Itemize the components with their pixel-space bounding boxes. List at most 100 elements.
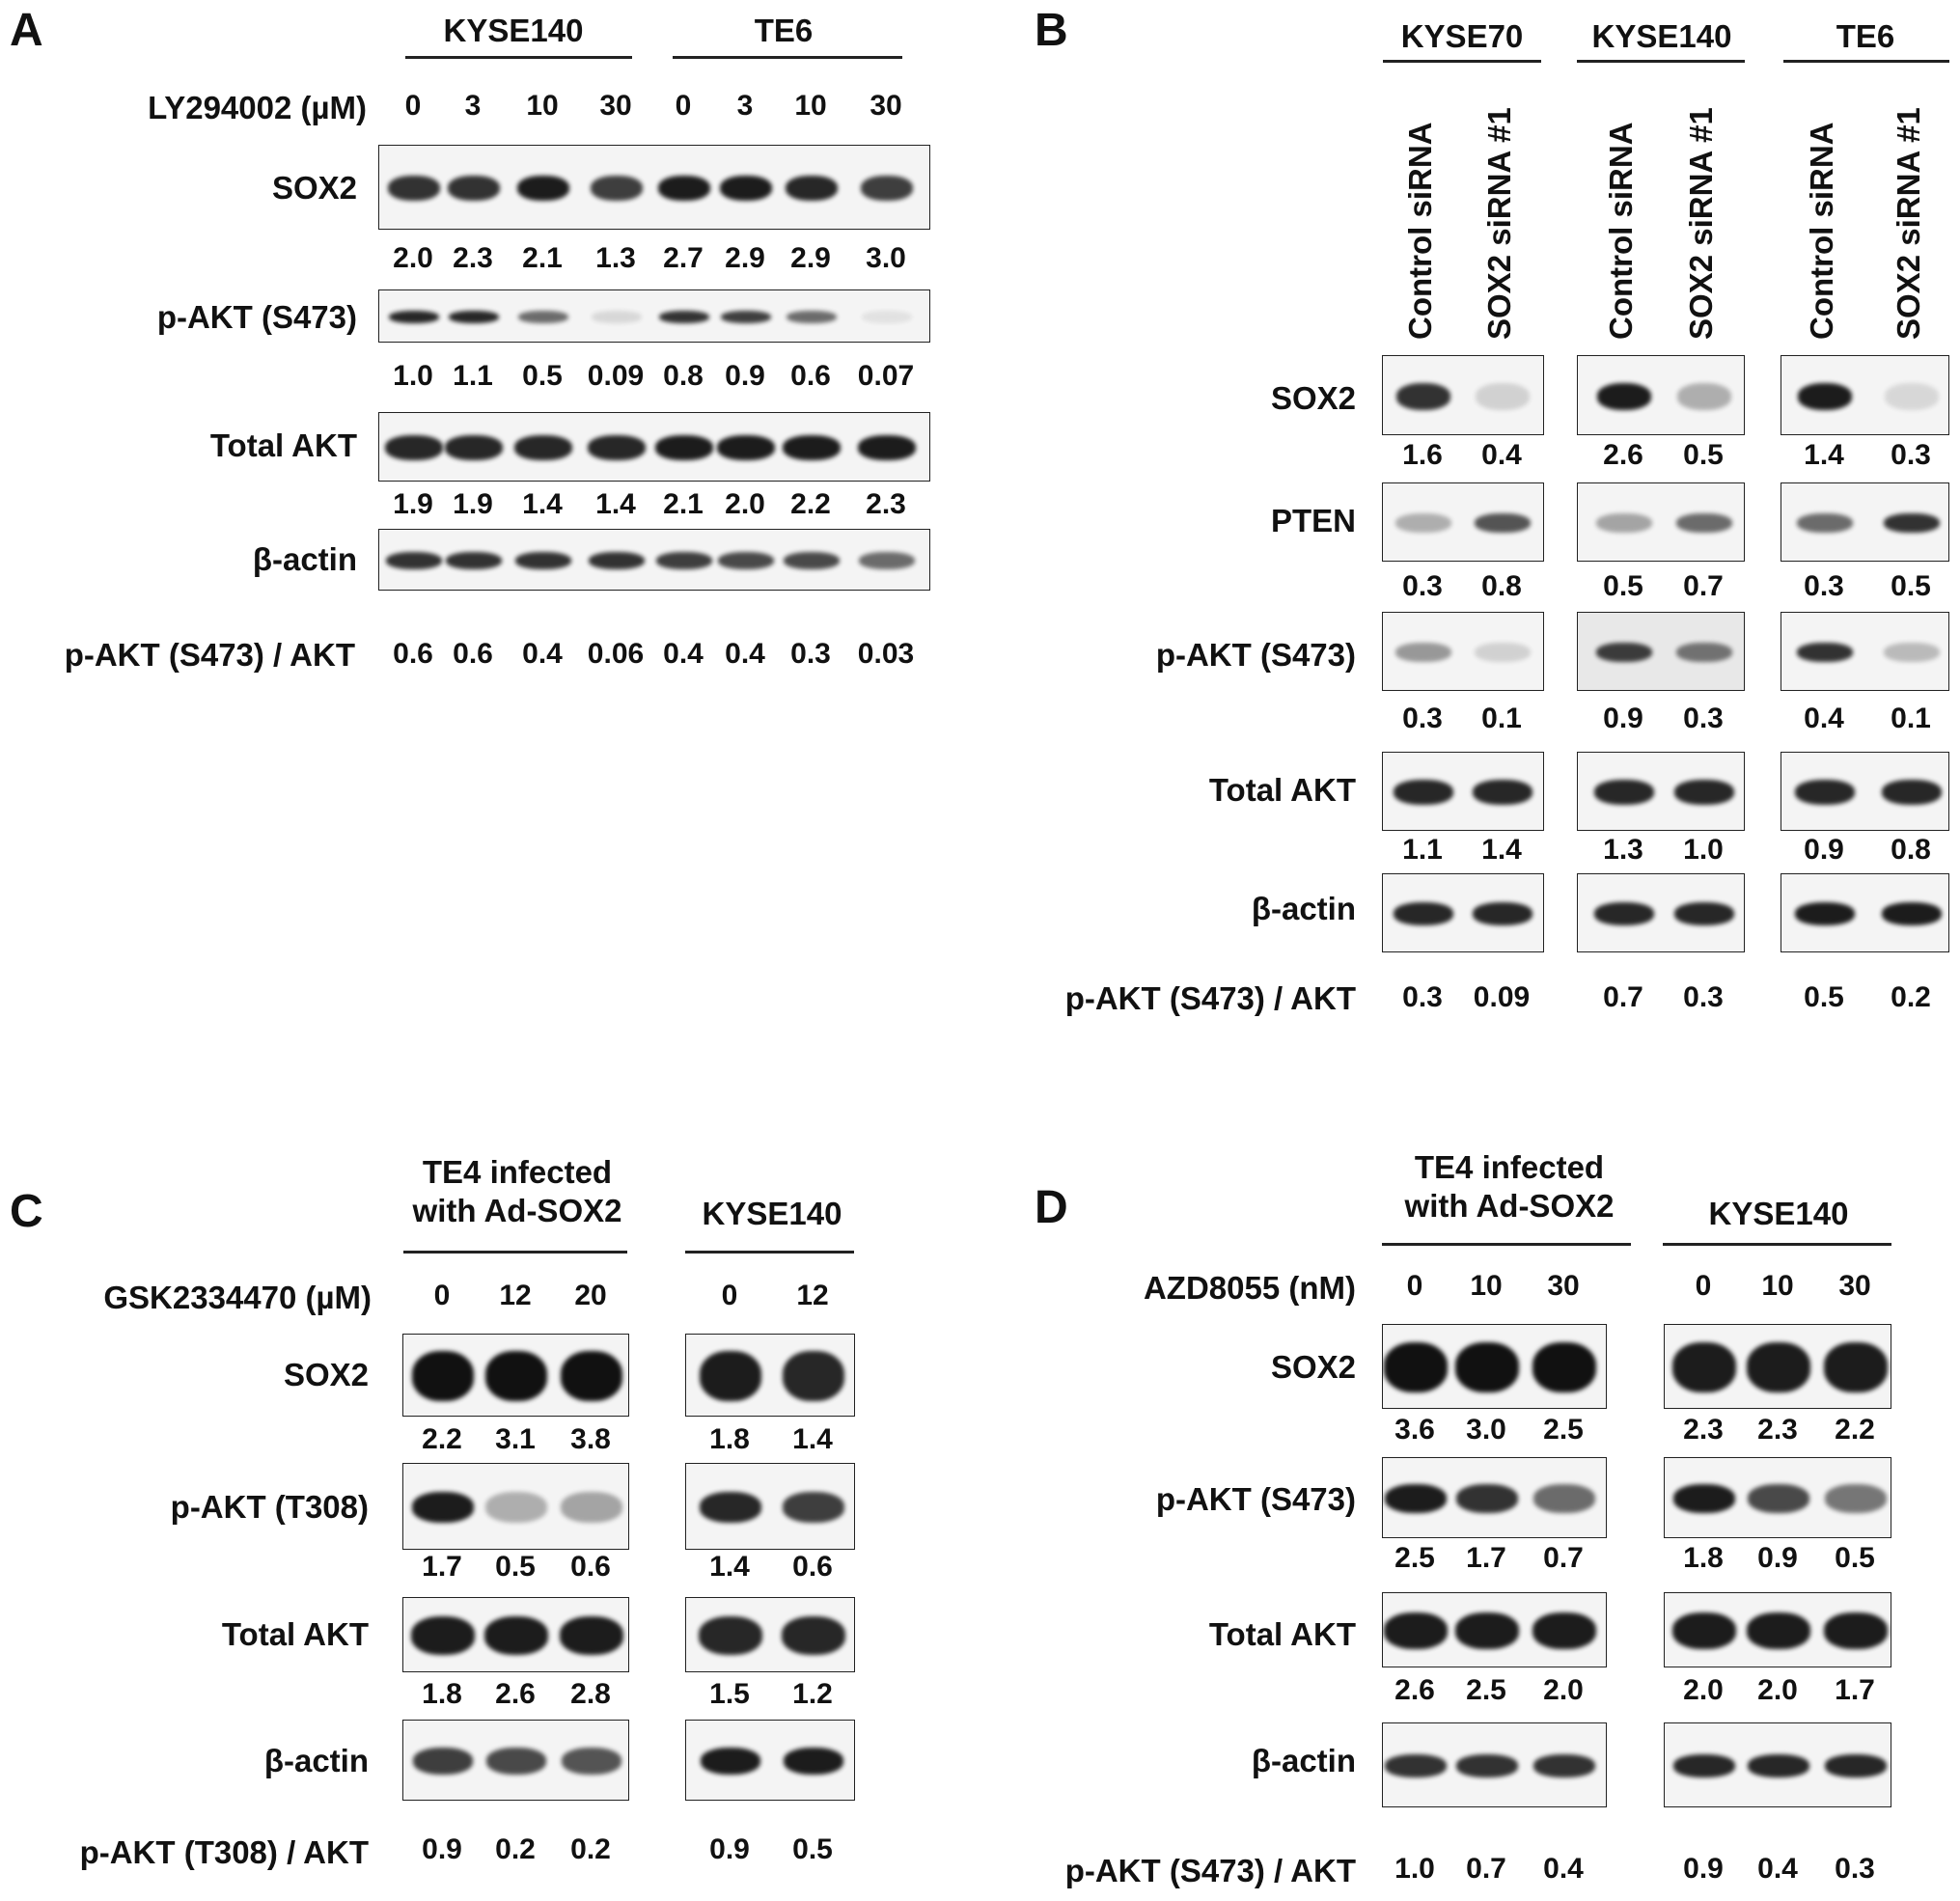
blot-band [783,435,841,460]
quant-value: 1.3 [595,242,636,274]
blot-band [1885,382,1939,410]
blot-strip [1781,873,1949,952]
ratio-value: 0.2 [570,1833,611,1865]
quant-value: 1.3 [1603,834,1643,866]
blot-band [413,1748,473,1775]
blot-band [786,176,838,201]
ratio-value: 0.4 [1757,1853,1798,1885]
blot-band [862,311,912,323]
blot-band [1594,902,1654,925]
quant-value: 2.0 [1543,1674,1584,1706]
blot-strip [378,412,930,482]
ratio-label: p-AKT (S473) / AKT [1064,980,1356,1016]
panel-letter-b: B [1035,5,1068,56]
blot-band [518,311,568,323]
dose-label: 0 [1406,1270,1423,1302]
blot-band [858,435,916,460]
blot-band [1795,780,1855,805]
blot-band [787,311,837,323]
quant-value: 0.3 [1402,703,1443,734]
quant-value: 2.5 [1466,1674,1506,1706]
blot-band [1476,382,1530,410]
blot-band [1533,1484,1595,1513]
quant-value: 1.7 [1835,1674,1875,1706]
row-label: Total AKT [209,427,357,463]
quant-value: 2.3 [866,488,906,520]
blot-strip [1577,873,1745,952]
ratio-value: 0.3 [790,638,831,670]
row-label: Total AKT [1208,772,1356,808]
blot-band [782,1616,845,1655]
row-label: SOX2 [1270,380,1356,416]
treatment-label: GSK2334470 (µM) [103,1280,372,1315]
blot-band [1384,1342,1448,1392]
blot-strip [1382,1592,1607,1667]
blot-band [445,435,503,460]
blot-band [412,1351,474,1401]
blot-band [701,1748,760,1775]
ratio-value: 0.6 [393,638,433,670]
quant-value: 0.9 [725,360,765,392]
group-header: KYSE140 [702,1196,842,1231]
dose-label: 30 [599,90,632,122]
blot-band [1672,1342,1736,1392]
panel-letter-a: A [10,5,43,56]
quant-value: 3.0 [866,242,906,274]
blot-strip [402,1720,629,1801]
blot-strip [402,1334,629,1417]
quant-value: 1.6 [1402,439,1443,471]
panel-letter-d: D [1035,1182,1068,1233]
lane-label: SOX2 siRNA #1 [1683,107,1719,340]
ratio-value: 0.7 [1466,1853,1506,1885]
quant-value: 0.3 [1683,703,1724,734]
dose-label: 10 [526,90,559,122]
blot-band [1797,513,1853,533]
blot-strip [1577,752,1745,831]
ratio-value: 0.2 [1891,981,1931,1013]
dose-label: 30 [870,90,902,122]
panel-letter-c: C [10,1186,43,1237]
blot-band [1455,1342,1519,1392]
quant-value: 1.8 [422,1678,462,1710]
blot-band [592,311,642,323]
blot-band [1456,1754,1518,1777]
quant-value: 0.1 [1891,703,1931,734]
blot-band [1824,1342,1888,1392]
blot-strip [1781,482,1949,562]
quant-value: 0.9 [1757,1542,1798,1574]
blot-band [1882,780,1942,805]
blot-band [717,435,775,460]
blot-strip [1382,1722,1607,1807]
blot-band [562,1748,621,1775]
quant-value: 1.9 [453,488,493,520]
dose-label: 3 [736,90,754,122]
quant-value: 0.7 [1543,1542,1584,1574]
quant-value: 2.2 [422,1423,462,1455]
blot-band [859,552,915,569]
blot-band [1455,1612,1519,1649]
blot-band [560,1616,623,1655]
ratio-value: 0.4 [663,638,704,670]
dose-label: 12 [499,1280,532,1311]
dose-label: 30 [1547,1270,1580,1302]
quant-value: 1.1 [1402,834,1443,866]
group-underline [403,1251,627,1254]
dose-label: 10 [794,90,827,122]
blot-band [1385,1754,1447,1777]
ratio-value: 0.2 [495,1833,536,1865]
row-label: p-AKT (S473) [1155,637,1356,673]
group-underline [1577,60,1745,63]
blot-band [1532,1342,1596,1392]
blot-strip [1664,1592,1891,1667]
blot-strip [1382,1324,1607,1409]
blot-band [517,176,569,201]
blot-band [1597,382,1651,410]
row-label: SOX2 [283,1357,369,1392]
quant-value: 2.5 [1543,1414,1584,1446]
quant-value: 1.9 [393,488,433,520]
blot-band [1797,643,1853,662]
blot-band [721,311,771,323]
blot-band [1532,1612,1596,1649]
dose-label: 20 [574,1280,607,1311]
quant-value: 2.3 [453,242,493,274]
